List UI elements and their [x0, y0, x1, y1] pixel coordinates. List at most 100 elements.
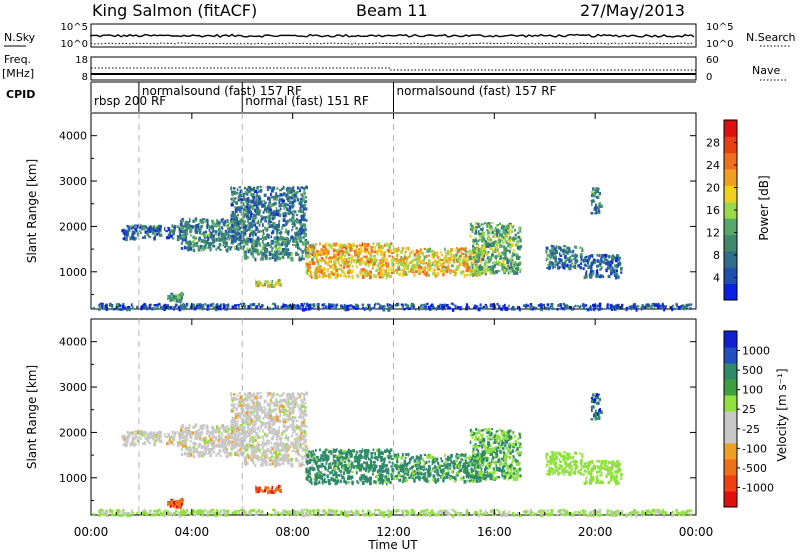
echo-cell	[488, 231, 491, 235]
echo-cell	[603, 261, 605, 264]
echo-cell	[495, 233, 499, 238]
echo-cell	[134, 227, 138, 231]
echo-cell	[394, 304, 398, 307]
echo-cell	[246, 197, 249, 202]
echo-cell	[183, 431, 186, 434]
echo-cell	[378, 276, 382, 279]
echo-cell	[401, 304, 405, 309]
echo-cell	[611, 259, 613, 264]
echo-cell	[175, 296, 178, 300]
echo-cell	[263, 283, 266, 287]
echo-cell	[297, 452, 300, 456]
echo-cell	[126, 307, 129, 312]
echo-cell	[381, 305, 384, 310]
echo-cell	[400, 303, 404, 306]
echo-cell	[258, 405, 261, 409]
echo-cell	[180, 227, 182, 230]
echo-cell	[367, 264, 370, 267]
echo-cell	[243, 220, 247, 223]
echo-cell	[250, 398, 252, 403]
mode-label: rbsp 200 RF	[94, 94, 166, 108]
echo-cell	[337, 260, 339, 264]
echo-cell	[630, 305, 633, 308]
echo-cell	[479, 267, 482, 271]
echo-cell	[307, 250, 310, 254]
echo-cell	[180, 229, 183, 233]
echo-cell	[352, 258, 356, 262]
echo-cell	[181, 237, 184, 242]
echo-cell	[365, 257, 368, 261]
echo-cell	[327, 259, 331, 263]
echo-cell	[349, 247, 352, 251]
echo-cell	[595, 269, 598, 273]
echo-cell	[237, 247, 240, 250]
echo-cell	[274, 253, 277, 257]
echo-cell	[100, 304, 104, 307]
echo-cell	[186, 447, 190, 451]
echo-cell	[207, 307, 210, 311]
echo-cell	[272, 283, 276, 287]
echo-cell	[547, 263, 550, 267]
echo-cell	[614, 271, 617, 276]
echo-cell	[257, 401, 261, 404]
echo-cell	[495, 229, 498, 233]
echo-cell	[296, 446, 298, 451]
echo-cell	[284, 240, 287, 244]
echo-cell	[263, 405, 265, 408]
echo-cell	[262, 232, 265, 236]
echo-cell	[208, 434, 211, 438]
echo-cell	[271, 302, 275, 305]
echo-cell	[590, 190, 594, 194]
echo-cell	[311, 245, 314, 248]
echo-cell	[285, 220, 289, 223]
echo-cell	[133, 437, 135, 441]
echo-cell	[513, 307, 516, 311]
echo-cell	[268, 431, 271, 434]
echo-cell	[218, 224, 221, 228]
echo-cell	[131, 305, 134, 310]
echo-cell	[218, 238, 222, 242]
echo-cell	[188, 241, 192, 244]
echo-cell	[327, 245, 331, 248]
echo-cell	[439, 263, 442, 267]
echo-cell	[242, 208, 246, 212]
echo-cell	[365, 262, 368, 265]
echo-cell	[366, 243, 370, 247]
echo-cell	[374, 302, 377, 305]
echo-cell	[248, 222, 250, 226]
echo-cell	[470, 272, 472, 276]
echo-cell	[211, 436, 215, 439]
echo-cell	[194, 230, 197, 234]
echo-cell	[309, 307, 311, 311]
echo-cell	[263, 193, 267, 197]
echo-cell	[586, 258, 588, 262]
echo-cell	[615, 270, 618, 273]
echo-cell	[257, 434, 260, 437]
echo-cell	[448, 257, 452, 261]
echo-cell	[431, 255, 434, 259]
echo-cell	[262, 229, 264, 233]
echo-cell	[238, 425, 241, 430]
echo-cell	[271, 435, 275, 440]
echo-cell	[599, 268, 602, 271]
echo-cell	[593, 260, 597, 264]
echo-cell	[561, 262, 565, 266]
echo-cell	[592, 198, 595, 202]
echo-cell	[689, 307, 692, 310]
echo-cell	[304, 430, 307, 435]
echo-cell	[313, 303, 315, 307]
echo-cell	[143, 228, 146, 231]
echo-cell	[267, 210, 270, 213]
echo-cell	[264, 252, 267, 255]
echo-cell	[256, 196, 259, 200]
echo-cell	[465, 268, 469, 273]
echo-cell	[363, 267, 366, 271]
echo-cell	[131, 441, 134, 446]
echo-cell	[475, 265, 478, 268]
echo-cell	[278, 426, 281, 429]
echo-cell	[234, 305, 237, 309]
echo-cell	[185, 232, 189, 236]
echo-cell	[378, 267, 382, 271]
echo-cell	[330, 246, 333, 250]
echo-cell	[142, 430, 146, 434]
